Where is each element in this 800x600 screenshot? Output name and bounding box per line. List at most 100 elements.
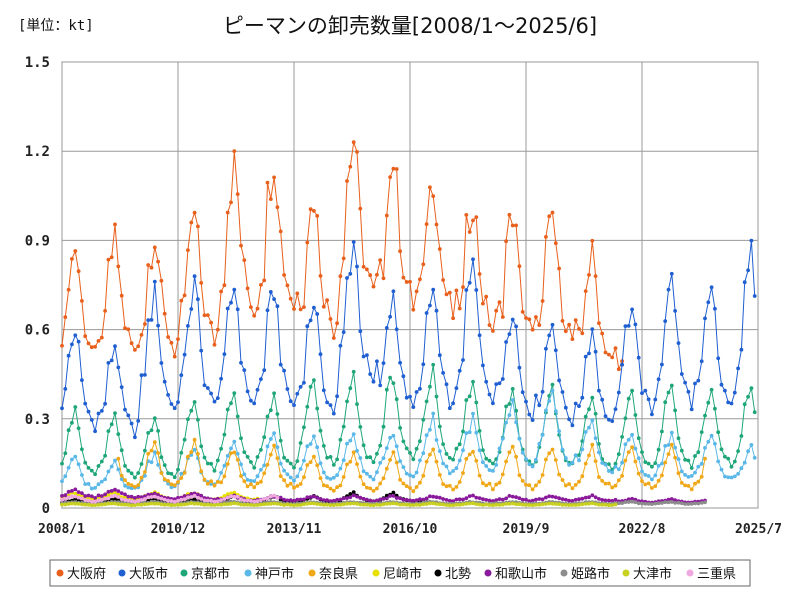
data-point xyxy=(242,450,247,454)
data-point xyxy=(663,400,668,405)
data-point xyxy=(607,417,611,422)
data-point xyxy=(113,487,117,492)
data-point xyxy=(86,502,91,507)
data-point xyxy=(103,477,107,482)
data-point xyxy=(361,469,366,474)
data-point xyxy=(335,394,339,399)
data-point xyxy=(491,469,495,473)
data-point xyxy=(76,269,81,274)
data-point xyxy=(321,483,326,488)
data-point xyxy=(325,400,329,405)
data-point xyxy=(235,501,240,506)
data-point xyxy=(623,500,628,504)
data-point xyxy=(570,503,575,507)
data-point xyxy=(583,502,588,506)
data-point xyxy=(563,483,568,488)
data-point xyxy=(451,457,455,462)
legend-marker xyxy=(308,569,316,577)
data-point xyxy=(335,457,339,462)
data-point xyxy=(298,441,303,445)
data-point xyxy=(341,424,346,429)
data-point xyxy=(464,457,469,461)
data-point xyxy=(477,473,482,478)
data-point xyxy=(524,399,528,404)
data-point xyxy=(381,424,386,429)
data-point xyxy=(66,353,71,358)
data-point xyxy=(162,379,167,384)
series-奈良県 xyxy=(116,437,707,494)
data-point xyxy=(186,417,190,422)
data-point xyxy=(368,474,373,479)
data-point xyxy=(133,475,137,480)
series-三重県 xyxy=(60,493,280,504)
data-point xyxy=(679,481,684,485)
data-point xyxy=(86,482,91,486)
data-point xyxy=(351,490,356,495)
data-point xyxy=(172,483,177,488)
x-tick-label: 2019/9 xyxy=(503,522,550,537)
data-point xyxy=(199,502,204,507)
data-point xyxy=(716,459,721,464)
data-point xyxy=(418,439,422,444)
data-point xyxy=(431,501,436,506)
data-point xyxy=(451,316,455,321)
data-point xyxy=(709,387,714,392)
data-point xyxy=(308,207,313,212)
data-point xyxy=(603,481,608,486)
data-point xyxy=(262,435,267,440)
data-point xyxy=(699,359,704,364)
data-point xyxy=(109,489,114,493)
data-point xyxy=(268,452,273,457)
data-point xyxy=(60,502,64,507)
data-point xyxy=(384,493,389,498)
data-point xyxy=(252,465,257,470)
data-point xyxy=(229,494,233,499)
data-point xyxy=(746,394,750,399)
data-point xyxy=(491,499,495,503)
data-point xyxy=(136,483,141,487)
data-point xyxy=(610,470,615,475)
data-point xyxy=(146,451,151,456)
data-point xyxy=(368,486,373,491)
data-point xyxy=(361,443,366,448)
data-point xyxy=(80,299,84,303)
data-point xyxy=(375,486,379,491)
data-point xyxy=(441,497,445,501)
data-point xyxy=(676,500,681,505)
data-point xyxy=(689,502,694,506)
data-point xyxy=(345,441,349,446)
data-point xyxy=(129,503,134,508)
data-point xyxy=(669,271,674,276)
data-point xyxy=(550,210,555,215)
data-point xyxy=(646,461,651,466)
data-point xyxy=(119,477,124,482)
data-point xyxy=(229,401,233,406)
data-point xyxy=(457,368,462,373)
data-point xyxy=(414,390,419,394)
data-point xyxy=(693,454,697,458)
series-大津市 xyxy=(60,501,618,508)
data-point xyxy=(292,403,296,407)
data-point xyxy=(391,450,396,454)
data-point xyxy=(219,502,224,507)
data-point xyxy=(656,478,661,483)
data-point xyxy=(494,502,499,507)
data-point xyxy=(189,501,194,506)
data-point xyxy=(514,454,518,459)
y-tick-label: 1.5 xyxy=(25,55,50,71)
data-point xyxy=(650,412,654,417)
data-point xyxy=(169,471,174,476)
data-point xyxy=(547,214,552,219)
data-point xyxy=(292,307,296,311)
data-point xyxy=(315,445,320,450)
data-point xyxy=(70,257,74,261)
data-point xyxy=(408,451,412,455)
data-point xyxy=(630,445,634,449)
data-point xyxy=(530,503,535,508)
data-point xyxy=(338,502,343,507)
data-point xyxy=(583,414,588,419)
data-point xyxy=(143,474,147,478)
data-point xyxy=(358,206,363,211)
data-point xyxy=(262,278,267,283)
data-point xyxy=(116,467,121,472)
